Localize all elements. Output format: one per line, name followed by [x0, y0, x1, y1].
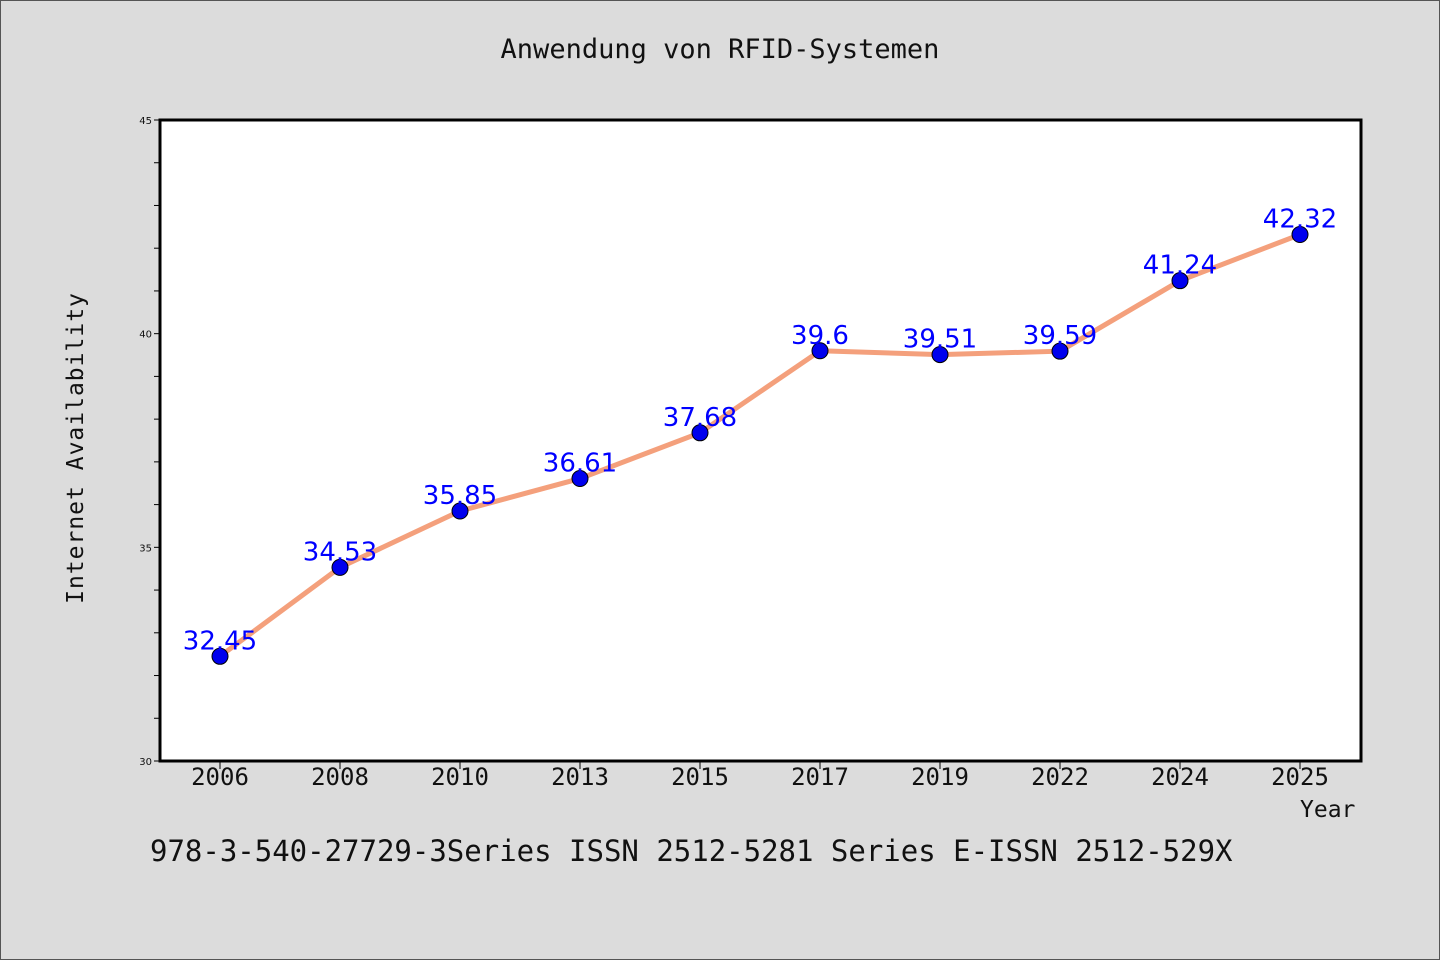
x-axis: 2006 2008 2010 2013 2015 2017 2019 2022 2024 2025 — [191, 761, 1329, 791]
x-tick-label: 2015 — [671, 763, 729, 791]
series-line — [217, 232, 1303, 659]
footer-text: 978-3-540-27729-3Series ISSN 2512-5281 S… — [150, 834, 1233, 868]
series-group: 32.45 34.53 35.85 36.61 37.68 39.6 39.51 39.59 4… — [183, 205, 1337, 665]
x-tick-label: 2017 — [791, 763, 849, 791]
data-point — [211, 647, 229, 665]
chart-title: Anwendung von RFID-Systemen — [500, 34, 940, 65]
data-label: 36.61 — [543, 449, 617, 479]
data-point — [571, 470, 589, 488]
data-point — [691, 424, 709, 442]
x-tick-label: 2025 — [1271, 763, 1329, 791]
y-axis: 30 35 40 45 — [139, 116, 160, 768]
data-point — [811, 342, 829, 360]
x-tick-label: 2019 — [911, 763, 969, 791]
data-label: 41.24 — [1143, 251, 1217, 281]
data-point — [931, 346, 949, 364]
x-axis-label: Year — [1300, 797, 1356, 823]
x-tick-label: 2006 — [191, 763, 249, 791]
x-tick-label: 2024 — [1151, 763, 1209, 791]
data-label: 34.53 — [303, 537, 377, 567]
y-tick-label: 45 — [139, 116, 152, 127]
x-tick-label: 2010 — [431, 763, 489, 791]
y-tick-label: 35 — [139, 543, 152, 554]
data-label: 35.85 — [423, 481, 497, 511]
data-label: 42.32 — [1263, 205, 1337, 235]
y-tick-label: 30 — [139, 757, 152, 768]
x-tick-label: 2022 — [1031, 763, 1089, 791]
data-point — [1051, 342, 1069, 360]
data-label: 39.6 — [791, 321, 849, 351]
data-label: 32.45 — [183, 626, 257, 656]
data-label: 39.59 — [1023, 321, 1097, 351]
data-point — [1291, 226, 1309, 244]
y-tick-label: 40 — [139, 330, 152, 341]
data-point — [1171, 272, 1189, 290]
data-label: 39.51 — [903, 325, 977, 355]
data-label: 37.68 — [663, 403, 737, 433]
data-point — [331, 558, 349, 576]
x-tick-label: 2008 — [311, 763, 369, 791]
x-tick-label: 2013 — [551, 763, 609, 791]
data-point — [451, 502, 469, 520]
plot-area — [158, 118, 1363, 763]
